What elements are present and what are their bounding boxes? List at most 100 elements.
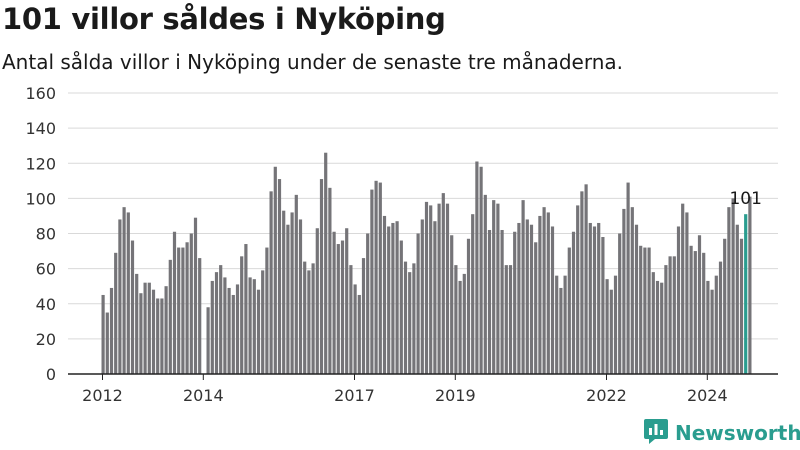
bar: [424, 201, 429, 374]
bar: [500, 229, 504, 374]
brand-name: Newsworthy: [675, 421, 800, 445]
bar: [508, 265, 513, 374]
bar: [219, 265, 223, 374]
bar: [265, 247, 269, 374]
bar: [248, 277, 252, 374]
bar: [374, 180, 378, 374]
bar: [714, 275, 718, 374]
bar: [185, 242, 189, 374]
bar: [534, 242, 538, 374]
bar: [412, 263, 416, 374]
bar: [109, 287, 114, 374]
bar: [660, 282, 664, 374]
bar: [441, 193, 445, 374]
bar: [387, 226, 391, 374]
bar: [706, 280, 710, 374]
bar: [462, 273, 466, 374]
bar: [378, 182, 382, 374]
bar: [739, 238, 744, 374]
bar: [605, 279, 609, 374]
bar: [559, 287, 563, 374]
bar: [731, 198, 735, 374]
bar: [664, 265, 668, 374]
bar: [181, 247, 185, 374]
bar: [613, 275, 618, 374]
bar: [126, 212, 130, 374]
bar: [135, 273, 139, 374]
bar: [651, 272, 655, 374]
bar: [576, 205, 580, 374]
bar: [550, 226, 555, 374]
bar: [395, 221, 399, 374]
bar: [273, 166, 277, 374]
bar: [307, 270, 311, 374]
bar: [601, 237, 605, 374]
bar: [311, 263, 315, 374]
bar: [366, 233, 370, 374]
bar: [538, 215, 542, 374]
bar: [147, 282, 151, 374]
bar: [151, 289, 156, 374]
bar: [429, 205, 433, 374]
x-tick-label: 2012: [82, 386, 123, 405]
bar: [681, 203, 685, 374]
bar: [466, 238, 471, 374]
bar: [618, 233, 622, 374]
bar: [702, 252, 706, 374]
bar: [685, 212, 689, 374]
bar: [105, 312, 109, 374]
bar: [353, 284, 357, 374]
bar: [555, 275, 559, 374]
bar: [718, 261, 723, 374]
y-tick-label: 120: [25, 154, 56, 173]
bar: [303, 261, 307, 374]
bar: [399, 240, 403, 374]
bar: [445, 203, 450, 374]
bar: [571, 231, 576, 374]
bar: [584, 184, 588, 374]
bar: [433, 221, 437, 374]
bar: [475, 161, 479, 374]
bar: [529, 224, 534, 374]
bars: [101, 152, 752, 374]
bar: [240, 256, 244, 374]
bar: [122, 207, 126, 374]
labels: 0 20 40 60 80 100 120 140 160 2012 2014 2017 2019 202…: [25, 84, 761, 405]
bar: [454, 265, 458, 374]
bar: [563, 275, 567, 374]
bar: [286, 224, 290, 374]
y-tick-label: 140: [25, 119, 56, 138]
bar-chart-logo-icon: [643, 418, 669, 448]
bar: [361, 258, 366, 374]
bar: [546, 212, 550, 374]
bar: [156, 298, 160, 374]
bar: [634, 224, 639, 374]
bar: [471, 214, 475, 374]
bar: [139, 293, 143, 374]
bar: [172, 231, 177, 374]
bar: [345, 228, 349, 374]
bar: [403, 261, 408, 374]
bar: [189, 233, 193, 374]
bar: [298, 219, 303, 374]
bar: [626, 182, 630, 374]
bar: [655, 280, 660, 374]
bar: [244, 244, 248, 374]
y-tick-label: 80: [36, 225, 56, 244]
highlight-data-label: 101: [729, 189, 761, 209]
bar: [639, 245, 643, 374]
bar: [391, 222, 395, 374]
bar: [597, 222, 601, 374]
bar: [223, 277, 227, 374]
bar: [277, 179, 282, 374]
y-tick-label: 100: [25, 189, 56, 208]
bar: [336, 244, 340, 374]
brand-logo[interactable]: Newsworthy: [643, 418, 800, 448]
bar: [723, 238, 727, 374]
x-tick-label: 2022: [586, 386, 627, 405]
x-tick-label: 2024: [687, 386, 728, 405]
bar: [437, 203, 441, 374]
bar: [193, 217, 198, 374]
bar: [269, 191, 273, 374]
bar: [101, 294, 105, 374]
